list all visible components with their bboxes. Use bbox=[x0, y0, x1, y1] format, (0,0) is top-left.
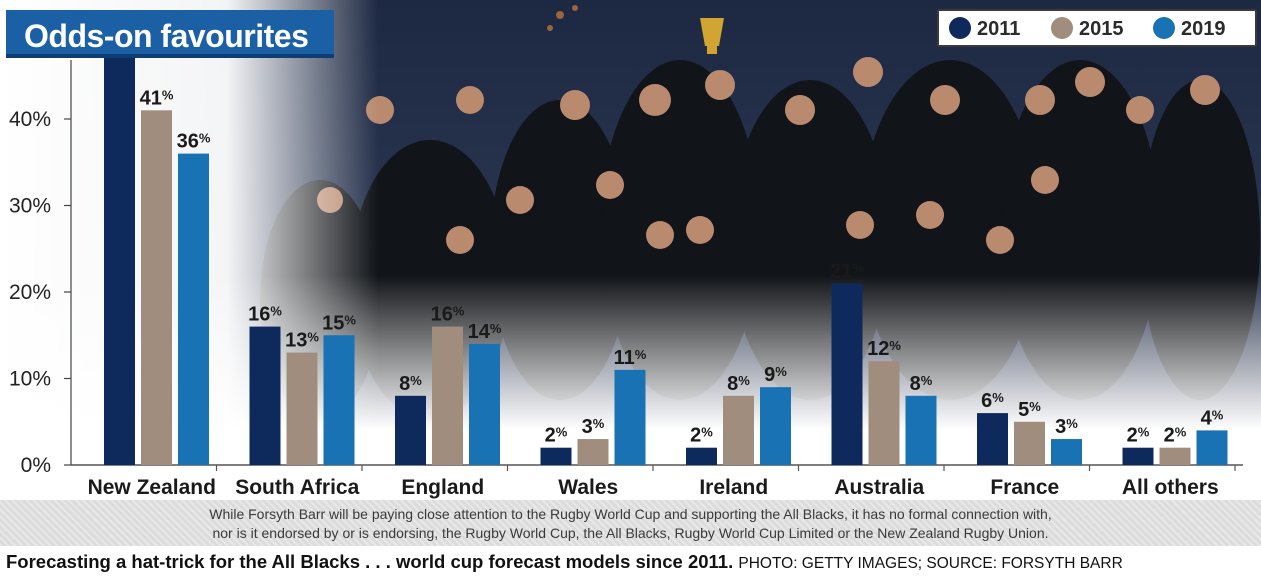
caption-headline: Forecasting a hat-trick for the All Blac… bbox=[6, 551, 734, 572]
bar-data-label: 3% bbox=[582, 416, 605, 438]
disclaimer-panel: While Forsyth Barr will be paying close … bbox=[0, 500, 1261, 546]
legend-label-2019: 2019 bbox=[1181, 18, 1226, 40]
bar-data-label: 2% bbox=[545, 425, 568, 447]
disclaimer-line-2: nor is it endorsed by or is endorsing, t… bbox=[212, 525, 1049, 541]
bar-data-label: 4% bbox=[1201, 407, 1224, 429]
bar-chart: 0%10%20%30%40%48%41%36%New Zealand16%13%… bbox=[9, 27, 1243, 499]
x-category-label: Ireland bbox=[699, 476, 768, 499]
bar-data-label: 2% bbox=[1127, 425, 1150, 447]
x-category-label: Wales bbox=[558, 476, 618, 499]
bar-2015 bbox=[432, 326, 463, 465]
bar-2011 bbox=[1122, 447, 1154, 465]
bar-2015 bbox=[1159, 447, 1191, 465]
bar-data-label: 36% bbox=[177, 131, 211, 153]
bar-2011 bbox=[540, 447, 572, 465]
bar-2019 bbox=[1196, 430, 1228, 465]
x-category-label: France bbox=[990, 476, 1059, 499]
bar-2015 bbox=[286, 352, 318, 465]
y-tick-label: 30% bbox=[9, 195, 51, 218]
bar-data-label: 14% bbox=[468, 321, 502, 343]
y-tick-label: 10% bbox=[9, 368, 51, 391]
bar-2011 bbox=[104, 49, 135, 466]
bar-2015 bbox=[1014, 421, 1045, 465]
bar-2019 bbox=[905, 395, 937, 465]
bar-data-label: 41% bbox=[140, 87, 174, 109]
bar-2011 bbox=[977, 413, 1008, 465]
bar-data-label: 8% bbox=[399, 373, 422, 395]
legend-label-2015: 2015 bbox=[1079, 18, 1124, 40]
bar-data-label: 2% bbox=[690, 425, 713, 447]
bar-data-label: 21% bbox=[830, 260, 864, 282]
bar-2019 bbox=[614, 369, 646, 465]
bar-data-label: 8% bbox=[727, 373, 750, 395]
y-tick-label: 20% bbox=[9, 281, 51, 304]
bar-data-label: 8% bbox=[910, 373, 933, 395]
bar-2015 bbox=[868, 361, 900, 465]
bar-2019 bbox=[469, 343, 500, 465]
bar-2019 bbox=[178, 153, 209, 465]
bar-data-label: 12% bbox=[867, 338, 901, 360]
x-category-label: South Africa bbox=[235, 476, 359, 499]
bar-2015 bbox=[577, 439, 609, 465]
bar-data-label: 16% bbox=[248, 304, 282, 326]
caption: Forecasting a hat-trick for the All Blac… bbox=[6, 551, 1261, 573]
bar-data-label: 3% bbox=[1055, 416, 1078, 438]
bar-2019 bbox=[1051, 439, 1082, 465]
legend-label-2011: 2011 bbox=[977, 18, 1021, 40]
bar-data-label: 2% bbox=[1164, 425, 1187, 447]
chart-title-banner: Odds-on favourites bbox=[6, 10, 334, 58]
bar-2011 bbox=[831, 283, 863, 465]
legend-swatch-2011 bbox=[949, 17, 971, 39]
bar-data-label: 6% bbox=[981, 390, 1004, 412]
disclaimer-line-1: While Forsyth Barr will be paying close … bbox=[209, 506, 1052, 522]
bar-2011 bbox=[395, 395, 426, 465]
y-tick-label: 0% bbox=[21, 454, 51, 477]
legend-swatch-2015 bbox=[1051, 17, 1073, 39]
bar-data-label: 5% bbox=[1018, 399, 1041, 421]
x-category-label: England bbox=[401, 476, 484, 499]
bar-data-label: 9% bbox=[764, 364, 787, 386]
bar-data-label: 13% bbox=[285, 330, 319, 352]
x-category-label: All others bbox=[1122, 476, 1219, 499]
x-category-label: New Zealand bbox=[88, 476, 216, 499]
x-category-label: Australia bbox=[834, 476, 924, 499]
bar-2015 bbox=[141, 110, 172, 465]
chart-title: Odds-on favourites bbox=[24, 18, 309, 54]
legend: 2011 2015 2019 bbox=[937, 9, 1257, 47]
bar-data-label: 11% bbox=[614, 347, 647, 369]
bar-data-label: 16% bbox=[431, 304, 465, 326]
bar-2011 bbox=[686, 447, 717, 465]
caption-credit: PHOTO: GETTY IMAGES; SOURCE: FORSYTH BAR… bbox=[738, 555, 1123, 572]
bar-data-label: 15% bbox=[322, 312, 356, 334]
y-tick-label: 40% bbox=[9, 108, 51, 131]
bar-2019 bbox=[323, 335, 355, 465]
legend-swatch-2019 bbox=[1153, 17, 1175, 39]
bar-2011 bbox=[249, 326, 281, 465]
bar-2015 bbox=[723, 395, 754, 465]
bar-2019 bbox=[760, 387, 791, 465]
